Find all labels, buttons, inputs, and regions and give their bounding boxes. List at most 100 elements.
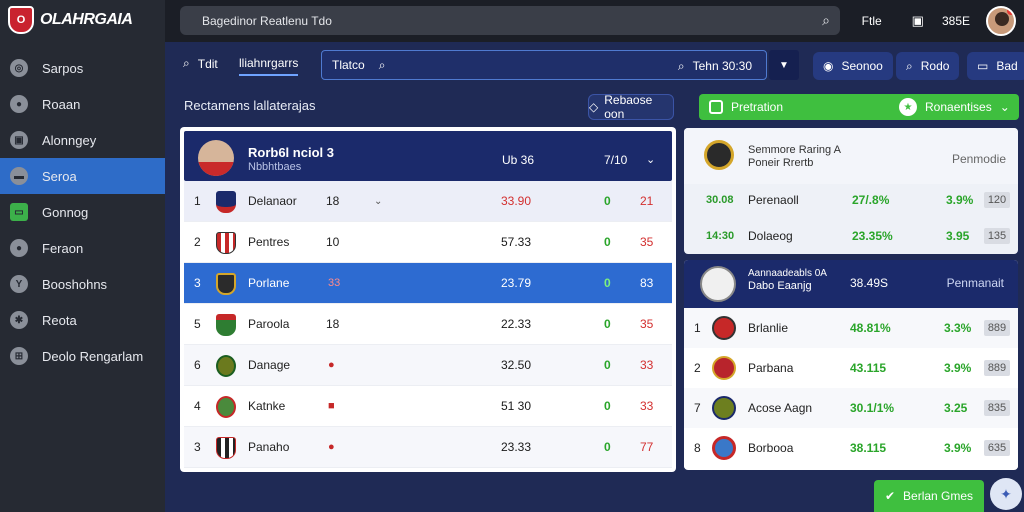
row-team: Katnke [248, 399, 286, 413]
row-rank: 8 [694, 441, 701, 455]
sidebar-item-label: Booshohns [42, 276, 108, 292]
odds-box[interactable]: 120 [984, 191, 1010, 208]
sidebar-item-2[interactable]: ▣ Alonngey [0, 122, 165, 158]
row-rank: 7 [694, 401, 701, 415]
row-box[interactable]: 635 [984, 440, 1010, 456]
sidebar-item-label: Roaan [42, 96, 81, 112]
grid-icon: ⊞ [10, 347, 28, 365]
row-mid: ● [328, 359, 335, 371]
row-team: Brlanlie [748, 321, 789, 335]
row-box[interactable]: 835 [984, 400, 1010, 416]
odds-title: Semmore Raring A [748, 144, 841, 156]
bottom-action-button[interactable]: ✔ Berlan Gmes [874, 480, 984, 512]
odds-row[interactable]: 14:30 Dolaeog 23.35% 3.95 135 [684, 218, 1018, 253]
gear-icon: ✱ [10, 311, 28, 329]
row-team: Delanaor [248, 194, 297, 208]
dropdown-button[interactable]: ▼ [769, 50, 799, 80]
row-team: Parbana [748, 361, 794, 375]
row-value-2: 0 [604, 235, 611, 249]
notification-dot [1007, 8, 1014, 15]
crest-icon: O [8, 6, 34, 34]
green-filter-bar[interactable]: Pretration ★ Ronaentises ⌄ [699, 94, 1019, 120]
doc-icon: ▭ [977, 59, 989, 73]
ranking-row[interactable]: 2 Parbana 43.115 3.9% 889 [684, 348, 1018, 388]
ranking-row[interactable]: 1 Brlanlie 48.81% 3.3% 889 [684, 308, 1018, 348]
row-value-2: 0 [604, 276, 611, 290]
sidebar-item-8[interactable]: ⊞ Deolo Rengarlam [0, 338, 165, 374]
search-icon: ⌕ [183, 56, 190, 70]
team-crest-icon [712, 396, 736, 420]
sidebar-item-label: Deolo Rengarlam [42, 348, 144, 364]
lock-icon: ▣ [10, 131, 28, 149]
outline-button[interactable]: ◇ Rebaose oon [588, 93, 674, 121]
pill-label: Bad [996, 59, 1018, 73]
avatar [198, 140, 234, 176]
row-team: Pentres [248, 235, 290, 249]
team-crest-icon [216, 314, 236, 336]
table-row[interactable]: 3 Panaho ● 23.33 0 77 [184, 427, 672, 468]
ranking-row[interactable]: 7 Acose Aagn 30.1/1% 3.25 835 [684, 388, 1018, 428]
sidebar-item-label: Reota [42, 312, 77, 328]
car-icon: ▬ [10, 167, 28, 185]
row-value-3: 77 [640, 440, 654, 454]
team-crest-icon [700, 266, 736, 302]
sidebar-item-6[interactable]: Y Booshohns [0, 266, 165, 302]
row-team: Porlane [248, 276, 290, 290]
pill-button-2[interactable]: ⌕ Rodo [896, 52, 960, 80]
sidebar-item-0[interactable]: ◎ Sarpos [0, 50, 165, 86]
sidebar-item-7[interactable]: ✱ Reota [0, 302, 165, 338]
row-points: 18 [326, 317, 340, 331]
chevron-down-icon[interactable]: ⌄ [999, 100, 1010, 114]
ranking-panel: Aannaadeabls 0A Dabo Eaanjg 38.49S Penma… [684, 260, 1018, 470]
avatar[interactable] [986, 6, 1016, 36]
ball-icon[interactable]: ✦ [990, 478, 1022, 510]
search-icon: ⌕ [378, 57, 386, 72]
row-rank: 1 [194, 194, 201, 208]
sidebar-item-5[interactable]: ● Feraon [0, 230, 165, 266]
app-logo[interactable]: O OLAHRGAIA [8, 6, 133, 34]
table-row[interactable]: 1 Delanaor 18 ⌄ 33.90 0 21 [184, 181, 672, 222]
trophy-icon: Y [10, 275, 28, 293]
search-icon[interactable]: ⌕ [822, 12, 830, 28]
row-value-3: 83 [640, 276, 654, 290]
pill-button-1[interactable]: ◉ Seonoo [813, 52, 893, 80]
odds-percent-2: 3.9% [946, 192, 974, 207]
ranking-row[interactable]: 8 Borbooa 38.115 3.9% 635 [684, 428, 1018, 468]
row-team: Panaho [248, 440, 290, 454]
sidebar-item-1[interactable]: ● Roaan [0, 86, 165, 122]
lock-icon[interactable]: ▣ [911, 13, 924, 28]
row-rank: 3 [194, 440, 201, 454]
top-link[interactable]: Ftle [861, 14, 882, 28]
checkbox-icon[interactable] [709, 100, 723, 114]
row-box[interactable]: 889 [984, 320, 1010, 336]
filter-search-input[interactable]: Tlatco ⌕ ⌕ Tehn 30:30 [321, 50, 767, 80]
sidebar-item-4[interactable]: ▭ Gonnog [0, 194, 165, 230]
chevron-down-icon[interactable]: ⌄ [374, 195, 383, 207]
table-row[interactable]: 5 Paroola 18 22.33 0 35 [184, 304, 672, 345]
ranking-label: Penmanait [946, 276, 1004, 290]
table-row[interactable]: 4 Katnke ■ 51 30 0 33 [184, 386, 672, 427]
team-crest-icon [216, 191, 236, 213]
global-search-input[interactable]: Bagedinor Reatlenu Tdo ⌕ [180, 6, 840, 35]
row-box[interactable]: 889 [984, 360, 1010, 376]
row-value-3: 35 [640, 317, 654, 331]
sidebar-item-label: Gonnog [42, 204, 89, 220]
odds-percent: 27/.8% [852, 192, 890, 207]
table-row[interactable]: 3 Porlane 33 23.79 0 83 [184, 263, 672, 304]
odds-percent: 23.35% [852, 228, 893, 243]
sidebar-item-3[interactable]: ▬ Seroa [0, 158, 165, 194]
team-crest-icon [712, 356, 736, 380]
chevron-down-icon[interactable]: ⌄ [646, 154, 656, 166]
table-row[interactable]: 6 Danage ● 32.50 0 33 [184, 345, 672, 386]
sidebar-item-label: Seroa [42, 168, 77, 184]
pill-button-3[interactable]: ▭ Bad [967, 52, 1024, 80]
odds-box[interactable]: 135 [984, 227, 1010, 244]
tab-search[interactable]: ⌕ Tdit [183, 56, 218, 71]
odds-panel: Semmore Raring A Poneir Rrertb Penmodie … [684, 128, 1018, 254]
row-points: 10 [326, 235, 340, 249]
odds-row[interactable]: 30.08 Perenaoll 27/.8% 3.9% 120 [684, 182, 1018, 217]
table-row[interactable]: 2 Pentres 10 57.33 0 35 [184, 222, 672, 263]
row-value: 33.90 [501, 194, 532, 208]
tab-active[interactable]: lliahnrgarrs [239, 56, 299, 76]
table-header-subtitle: Nbbhtbaes [248, 161, 302, 173]
